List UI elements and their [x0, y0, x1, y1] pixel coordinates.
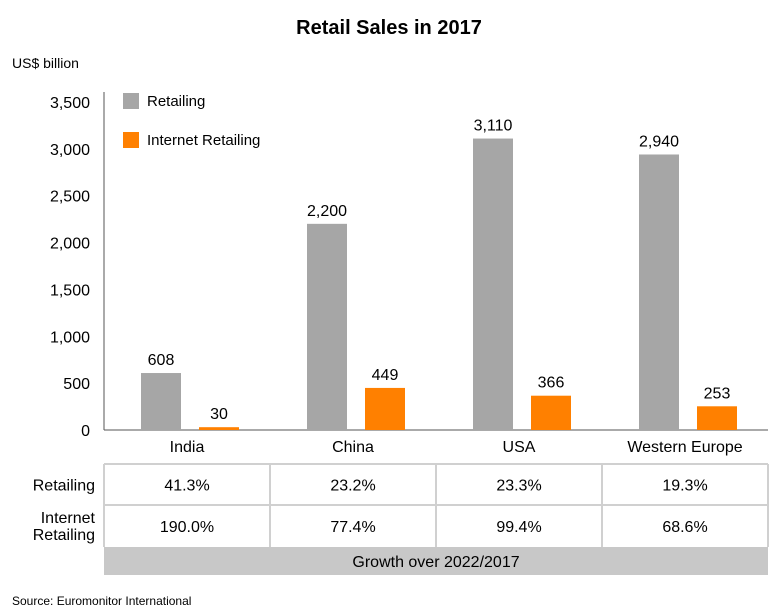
- table-cell: 23.2%: [330, 478, 375, 495]
- y-tick-label: 2,500: [50, 189, 90, 206]
- y-tick-label: 1,000: [50, 329, 90, 346]
- data-label: 2,940: [639, 133, 679, 150]
- data-label: 2,200: [307, 203, 347, 220]
- table-footer-bg: [104, 547, 768, 575]
- table-footer: Growth over 2022/2017: [352, 554, 519, 571]
- data-label: 366: [538, 375, 565, 392]
- bar-internet-retailing: [697, 406, 737, 430]
- table-row-label: Retailing: [33, 527, 95, 544]
- data-label: 253: [704, 385, 731, 402]
- y-axis-label: US$ billion: [12, 55, 79, 71]
- y-tick-label: 0: [81, 423, 90, 440]
- legend-label: Retailing: [147, 93, 205, 110]
- bar-retailing: [473, 138, 513, 430]
- y-tick-label: 2,000: [50, 236, 90, 253]
- bar-internet-retailing: [199, 427, 239, 430]
- table-cell: 19.3%: [662, 478, 707, 495]
- data-label: 608: [148, 352, 175, 369]
- x-tick-label: USA: [503, 439, 536, 456]
- y-tick-label: 1,500: [50, 282, 90, 299]
- y-tick-label: 3,500: [50, 95, 90, 112]
- legend-swatch: [123, 93, 139, 109]
- table-row-label: Retailing: [33, 478, 95, 495]
- table-cell: 68.6%: [662, 519, 707, 536]
- data-label: 30: [210, 406, 228, 423]
- table-cell: 99.4%: [496, 519, 541, 536]
- bar-retailing: [141, 373, 181, 430]
- x-tick-label: Western Europe: [627, 439, 742, 456]
- source-note: Source: Euromonitor International: [12, 594, 191, 608]
- table-cell: 77.4%: [330, 519, 375, 536]
- table-row-label: Internet: [41, 510, 96, 527]
- bar-internet-retailing: [365, 387, 405, 430]
- bar-internet-retailing: [531, 395, 571, 430]
- data-label: 3,110: [474, 118, 513, 135]
- bar-retailing: [639, 154, 679, 431]
- y-tick-label: 500: [63, 376, 90, 393]
- bar-retailing: [307, 223, 347, 430]
- chart-title: Retail Sales in 2017: [296, 17, 482, 39]
- data-label: 449: [372, 367, 399, 384]
- x-tick-label: China: [332, 439, 374, 456]
- table-cell: 190.0%: [160, 519, 214, 536]
- legend-label: Internet Retailing: [147, 132, 260, 149]
- x-tick-label: India: [170, 439, 205, 456]
- table-cell: 41.3%: [164, 478, 209, 495]
- table-cell: 23.3%: [496, 478, 541, 495]
- legend-swatch: [123, 132, 139, 148]
- y-tick-label: 3,000: [50, 142, 90, 159]
